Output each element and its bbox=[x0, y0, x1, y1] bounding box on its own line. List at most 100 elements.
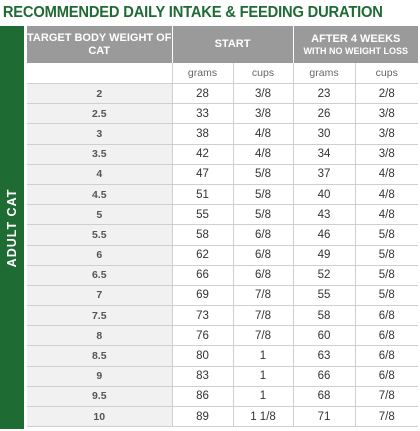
weight-cell: 8.5 bbox=[27, 345, 173, 367]
table-row: 3 38 4/8 30 3/8 bbox=[27, 123, 419, 145]
after-cups-cell: 4/8 bbox=[355, 204, 419, 226]
table-row: 8 76 7/8 60 6/8 bbox=[27, 325, 419, 347]
start-grams-cell: 73 bbox=[172, 305, 234, 327]
weight-cell: 6 bbox=[27, 245, 173, 266]
header-after-main: AFTER 4 WEEKS bbox=[311, 32, 401, 45]
start-grams-cell: 28 bbox=[172, 83, 234, 105]
after-grams-cell: 34 bbox=[293, 144, 356, 165]
start-grams-cell: 80 bbox=[172, 345, 234, 367]
start-grams-cell: 47 bbox=[172, 164, 234, 185]
weight-cell: 9 bbox=[27, 366, 173, 387]
weight-cell: 5.5 bbox=[27, 224, 173, 246]
table-row: 10 89 1 1/8 71 7/8 bbox=[27, 406, 419, 428]
adult-cat-sidebar: ADULT CAT bbox=[0, 26, 24, 429]
start-grams-cell: 83 bbox=[172, 366, 234, 387]
after-cups-cell: 5/8 bbox=[355, 245, 419, 266]
after-cups-cell: 4/8 bbox=[355, 184, 419, 206]
after-grams-cell: 55 bbox=[293, 285, 356, 307]
after-cups-cell: 3/8 bbox=[355, 103, 419, 125]
after-cups-cell: 6/8 bbox=[355, 305, 419, 327]
start-cups-cell: 7/8 bbox=[233, 285, 294, 307]
start-grams-cell: 51 bbox=[172, 184, 234, 206]
table-row: 4 47 5/8 37 4/8 bbox=[27, 164, 419, 185]
weight-cell: 9.5 bbox=[27, 386, 173, 408]
start-grams-cell: 55 bbox=[172, 204, 234, 226]
header-after-sub: WITH NO WEIGHT LOSS bbox=[303, 45, 409, 56]
after-cups-cell: 6/8 bbox=[355, 345, 419, 367]
table-row: 5 55 5/8 43 4/8 bbox=[27, 204, 419, 226]
header-after-4-weeks: AFTER 4 WEEKS WITH NO WEIGHT LOSS bbox=[293, 26, 419, 63]
start-cups-cell: 1 bbox=[233, 366, 294, 387]
after-grams-cell: 49 bbox=[293, 245, 356, 266]
weight-cell: 7.5 bbox=[27, 305, 173, 327]
start-cups-cell: 1 bbox=[233, 386, 294, 408]
weight-cell: 4 bbox=[27, 164, 173, 185]
start-grams-cell: 66 bbox=[172, 265, 234, 286]
after-grams-cell: 43 bbox=[293, 204, 356, 226]
weight-cell: 2 bbox=[27, 83, 173, 105]
start-cups-cell: 1 bbox=[233, 345, 294, 367]
after-cups-cell: 6/8 bbox=[355, 325, 419, 347]
after-grams-cell: 58 bbox=[293, 305, 356, 327]
table-row: 7.5 73 7/8 58 6/8 bbox=[27, 305, 419, 327]
start-grams-cell: 62 bbox=[172, 245, 234, 266]
start-cups-cell: 7/8 bbox=[233, 325, 294, 347]
table-row: 6 62 6/8 49 5/8 bbox=[27, 245, 419, 266]
after-grams-cell: 63 bbox=[293, 345, 356, 367]
after-grams-cell: 66 bbox=[293, 366, 356, 387]
after-cups-cell: 7/8 bbox=[355, 386, 419, 408]
start-cups-cell: 6/8 bbox=[233, 224, 294, 246]
start-grams-cell: 89 bbox=[172, 406, 234, 428]
header-start: START bbox=[172, 26, 294, 63]
after-cups-cell: 6/8 bbox=[355, 366, 419, 387]
table-row: 2.5 33 3/8 26 3/8 bbox=[27, 103, 419, 125]
feeding-table: TARGET BODY WEIGHT OF CAT START AFTER 4 … bbox=[27, 26, 419, 428]
start-cups-cell: 3/8 bbox=[233, 103, 294, 125]
after-grams-cell: 30 bbox=[293, 123, 356, 145]
header-row: TARGET BODY WEIGHT OF CAT START AFTER 4 … bbox=[27, 26, 419, 63]
start-grams-cell: 42 bbox=[172, 144, 234, 165]
after-cups-cell: 5/8 bbox=[355, 285, 419, 307]
weight-cell: 6.5 bbox=[27, 265, 173, 286]
after-cups-cell: 5/8 bbox=[355, 265, 419, 286]
after-grams-cell: 71 bbox=[293, 406, 356, 428]
after-cups-cell: 3/8 bbox=[355, 144, 419, 165]
start-grams-cell: 58 bbox=[172, 224, 234, 246]
table-row: 8.5 80 1 63 6/8 bbox=[27, 345, 419, 367]
weight-cell: 3.5 bbox=[27, 144, 173, 165]
table-row: 9 83 1 66 6/8 bbox=[27, 366, 419, 387]
table-row: 6.5 66 6/8 52 5/8 bbox=[27, 265, 419, 286]
start-cups-cell: 4/8 bbox=[233, 144, 294, 165]
units-blank bbox=[27, 63, 173, 84]
after-cups-cell: 3/8 bbox=[355, 123, 419, 145]
unit-after-grams: grams bbox=[293, 63, 356, 84]
after-grams-cell: 46 bbox=[293, 224, 356, 246]
start-cups-cell: 7/8 bbox=[233, 305, 294, 327]
weight-cell: 5 bbox=[27, 204, 173, 226]
unit-after-cups: cups bbox=[355, 63, 419, 84]
after-cups-cell: 5/8 bbox=[355, 224, 419, 246]
start-grams-cell: 76 bbox=[172, 325, 234, 347]
start-grams-cell: 33 bbox=[172, 103, 234, 125]
table-row: 9.5 86 1 68 7/8 bbox=[27, 386, 419, 408]
start-cups-cell: 5/8 bbox=[233, 164, 294, 185]
start-cups-cell: 6/8 bbox=[233, 245, 294, 266]
table-row: 7 69 7/8 55 5/8 bbox=[27, 285, 419, 307]
table-row: 2 28 3/8 23 2/8 bbox=[27, 83, 419, 105]
start-cups-cell: 6/8 bbox=[233, 265, 294, 286]
adult-cat-label: ADULT CAT bbox=[5, 188, 19, 267]
weight-cell: 10 bbox=[27, 406, 173, 428]
unit-start-cups: cups bbox=[233, 63, 294, 84]
after-cups-cell: 7/8 bbox=[355, 406, 419, 428]
start-cups-cell: 5/8 bbox=[233, 204, 294, 226]
after-grams-cell: 68 bbox=[293, 386, 356, 408]
units-row: grams cups grams cups bbox=[27, 63, 419, 84]
start-grams-cell: 86 bbox=[172, 386, 234, 408]
table-row: 4.5 51 5/8 40 4/8 bbox=[27, 184, 419, 206]
start-grams-cell: 38 bbox=[172, 123, 234, 145]
weight-cell: 7 bbox=[27, 285, 173, 307]
weight-cell: 8 bbox=[27, 325, 173, 347]
start-cups-cell: 5/8 bbox=[233, 184, 294, 206]
after-grams-cell: 40 bbox=[293, 184, 356, 206]
weight-cell: 2.5 bbox=[27, 103, 173, 125]
